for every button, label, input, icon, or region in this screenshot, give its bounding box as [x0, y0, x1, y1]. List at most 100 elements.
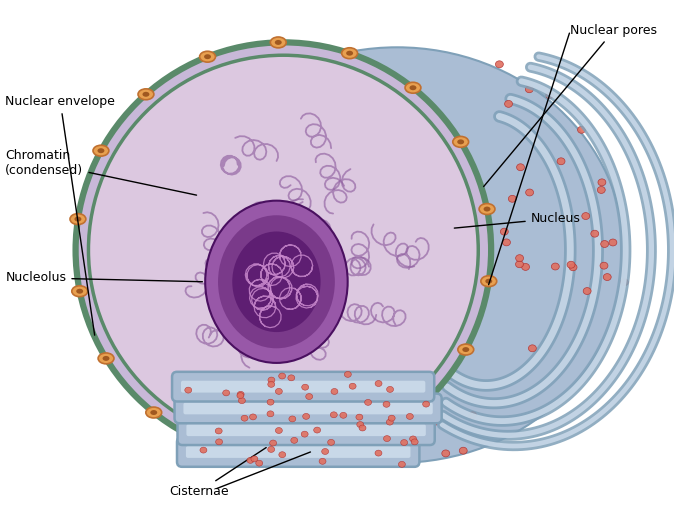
Ellipse shape [522, 264, 530, 270]
Ellipse shape [289, 416, 296, 422]
Ellipse shape [375, 450, 382, 456]
Ellipse shape [72, 286, 88, 297]
Ellipse shape [500, 228, 508, 235]
Ellipse shape [291, 438, 298, 443]
Ellipse shape [567, 261, 575, 268]
Ellipse shape [239, 398, 245, 403]
Text: Nucleolus: Nucleolus [5, 271, 203, 285]
Ellipse shape [462, 347, 469, 352]
Ellipse shape [577, 126, 585, 133]
Ellipse shape [483, 206, 490, 212]
Ellipse shape [251, 456, 258, 462]
Ellipse shape [515, 261, 524, 268]
Ellipse shape [88, 55, 478, 445]
Ellipse shape [600, 241, 609, 247]
Ellipse shape [364, 399, 371, 406]
Ellipse shape [250, 414, 256, 420]
Ellipse shape [583, 288, 591, 294]
FancyBboxPatch shape [172, 372, 435, 401]
Ellipse shape [267, 411, 274, 417]
Ellipse shape [146, 407, 162, 418]
Ellipse shape [600, 262, 608, 269]
Ellipse shape [200, 447, 207, 453]
Ellipse shape [526, 86, 533, 93]
Ellipse shape [356, 441, 362, 446]
Ellipse shape [138, 89, 154, 100]
Ellipse shape [271, 37, 286, 48]
Ellipse shape [341, 48, 358, 59]
Ellipse shape [204, 54, 211, 59]
Ellipse shape [517, 164, 524, 171]
Ellipse shape [357, 422, 364, 428]
Ellipse shape [352, 438, 367, 449]
Ellipse shape [383, 401, 390, 407]
Ellipse shape [528, 345, 537, 352]
Ellipse shape [344, 372, 352, 377]
Ellipse shape [409, 436, 417, 442]
Ellipse shape [143, 92, 150, 97]
Ellipse shape [340, 412, 347, 418]
Ellipse shape [268, 446, 275, 452]
Ellipse shape [459, 447, 467, 454]
Ellipse shape [349, 383, 356, 389]
Ellipse shape [285, 455, 292, 460]
Ellipse shape [496, 61, 503, 68]
Ellipse shape [306, 394, 313, 399]
Text: Chromatin
(condensed): Chromatin (condensed) [5, 149, 197, 195]
Ellipse shape [103, 356, 109, 361]
Ellipse shape [387, 386, 394, 392]
Ellipse shape [303, 413, 309, 419]
Ellipse shape [346, 51, 353, 56]
Ellipse shape [331, 388, 338, 395]
Ellipse shape [413, 400, 428, 411]
Ellipse shape [301, 431, 308, 437]
Ellipse shape [598, 179, 606, 186]
Ellipse shape [218, 215, 335, 348]
Ellipse shape [453, 136, 469, 147]
Ellipse shape [214, 444, 220, 450]
Ellipse shape [557, 158, 565, 165]
Ellipse shape [386, 419, 393, 425]
Ellipse shape [423, 401, 430, 407]
Ellipse shape [458, 344, 474, 355]
Ellipse shape [442, 450, 449, 457]
Ellipse shape [241, 415, 248, 421]
Ellipse shape [486, 279, 492, 283]
FancyBboxPatch shape [186, 424, 426, 436]
Ellipse shape [200, 51, 216, 62]
Ellipse shape [582, 213, 590, 220]
Ellipse shape [247, 457, 254, 463]
Ellipse shape [237, 391, 244, 397]
FancyBboxPatch shape [186, 446, 411, 458]
Ellipse shape [620, 279, 628, 286]
Ellipse shape [209, 442, 225, 453]
Ellipse shape [268, 381, 275, 387]
Ellipse shape [481, 276, 496, 287]
Ellipse shape [411, 439, 418, 445]
Text: Nucleus: Nucleus [454, 212, 581, 228]
Ellipse shape [359, 425, 366, 431]
Ellipse shape [384, 435, 390, 442]
Ellipse shape [551, 263, 559, 270]
Ellipse shape [409, 85, 416, 90]
Ellipse shape [275, 40, 282, 45]
Ellipse shape [270, 440, 277, 446]
Ellipse shape [150, 410, 157, 415]
Text: Nuclear pores: Nuclear pores [483, 24, 658, 187]
Ellipse shape [76, 289, 83, 293]
Ellipse shape [216, 428, 222, 434]
Ellipse shape [169, 47, 625, 463]
Ellipse shape [279, 452, 286, 457]
Ellipse shape [237, 392, 244, 399]
FancyBboxPatch shape [177, 437, 420, 467]
Ellipse shape [469, 412, 477, 419]
Ellipse shape [98, 353, 114, 364]
Ellipse shape [70, 214, 86, 224]
Ellipse shape [97, 148, 105, 153]
Ellipse shape [256, 460, 262, 466]
Ellipse shape [526, 189, 534, 196]
Ellipse shape [401, 440, 407, 445]
Ellipse shape [75, 42, 491, 458]
Ellipse shape [281, 452, 296, 463]
Ellipse shape [609, 239, 617, 246]
